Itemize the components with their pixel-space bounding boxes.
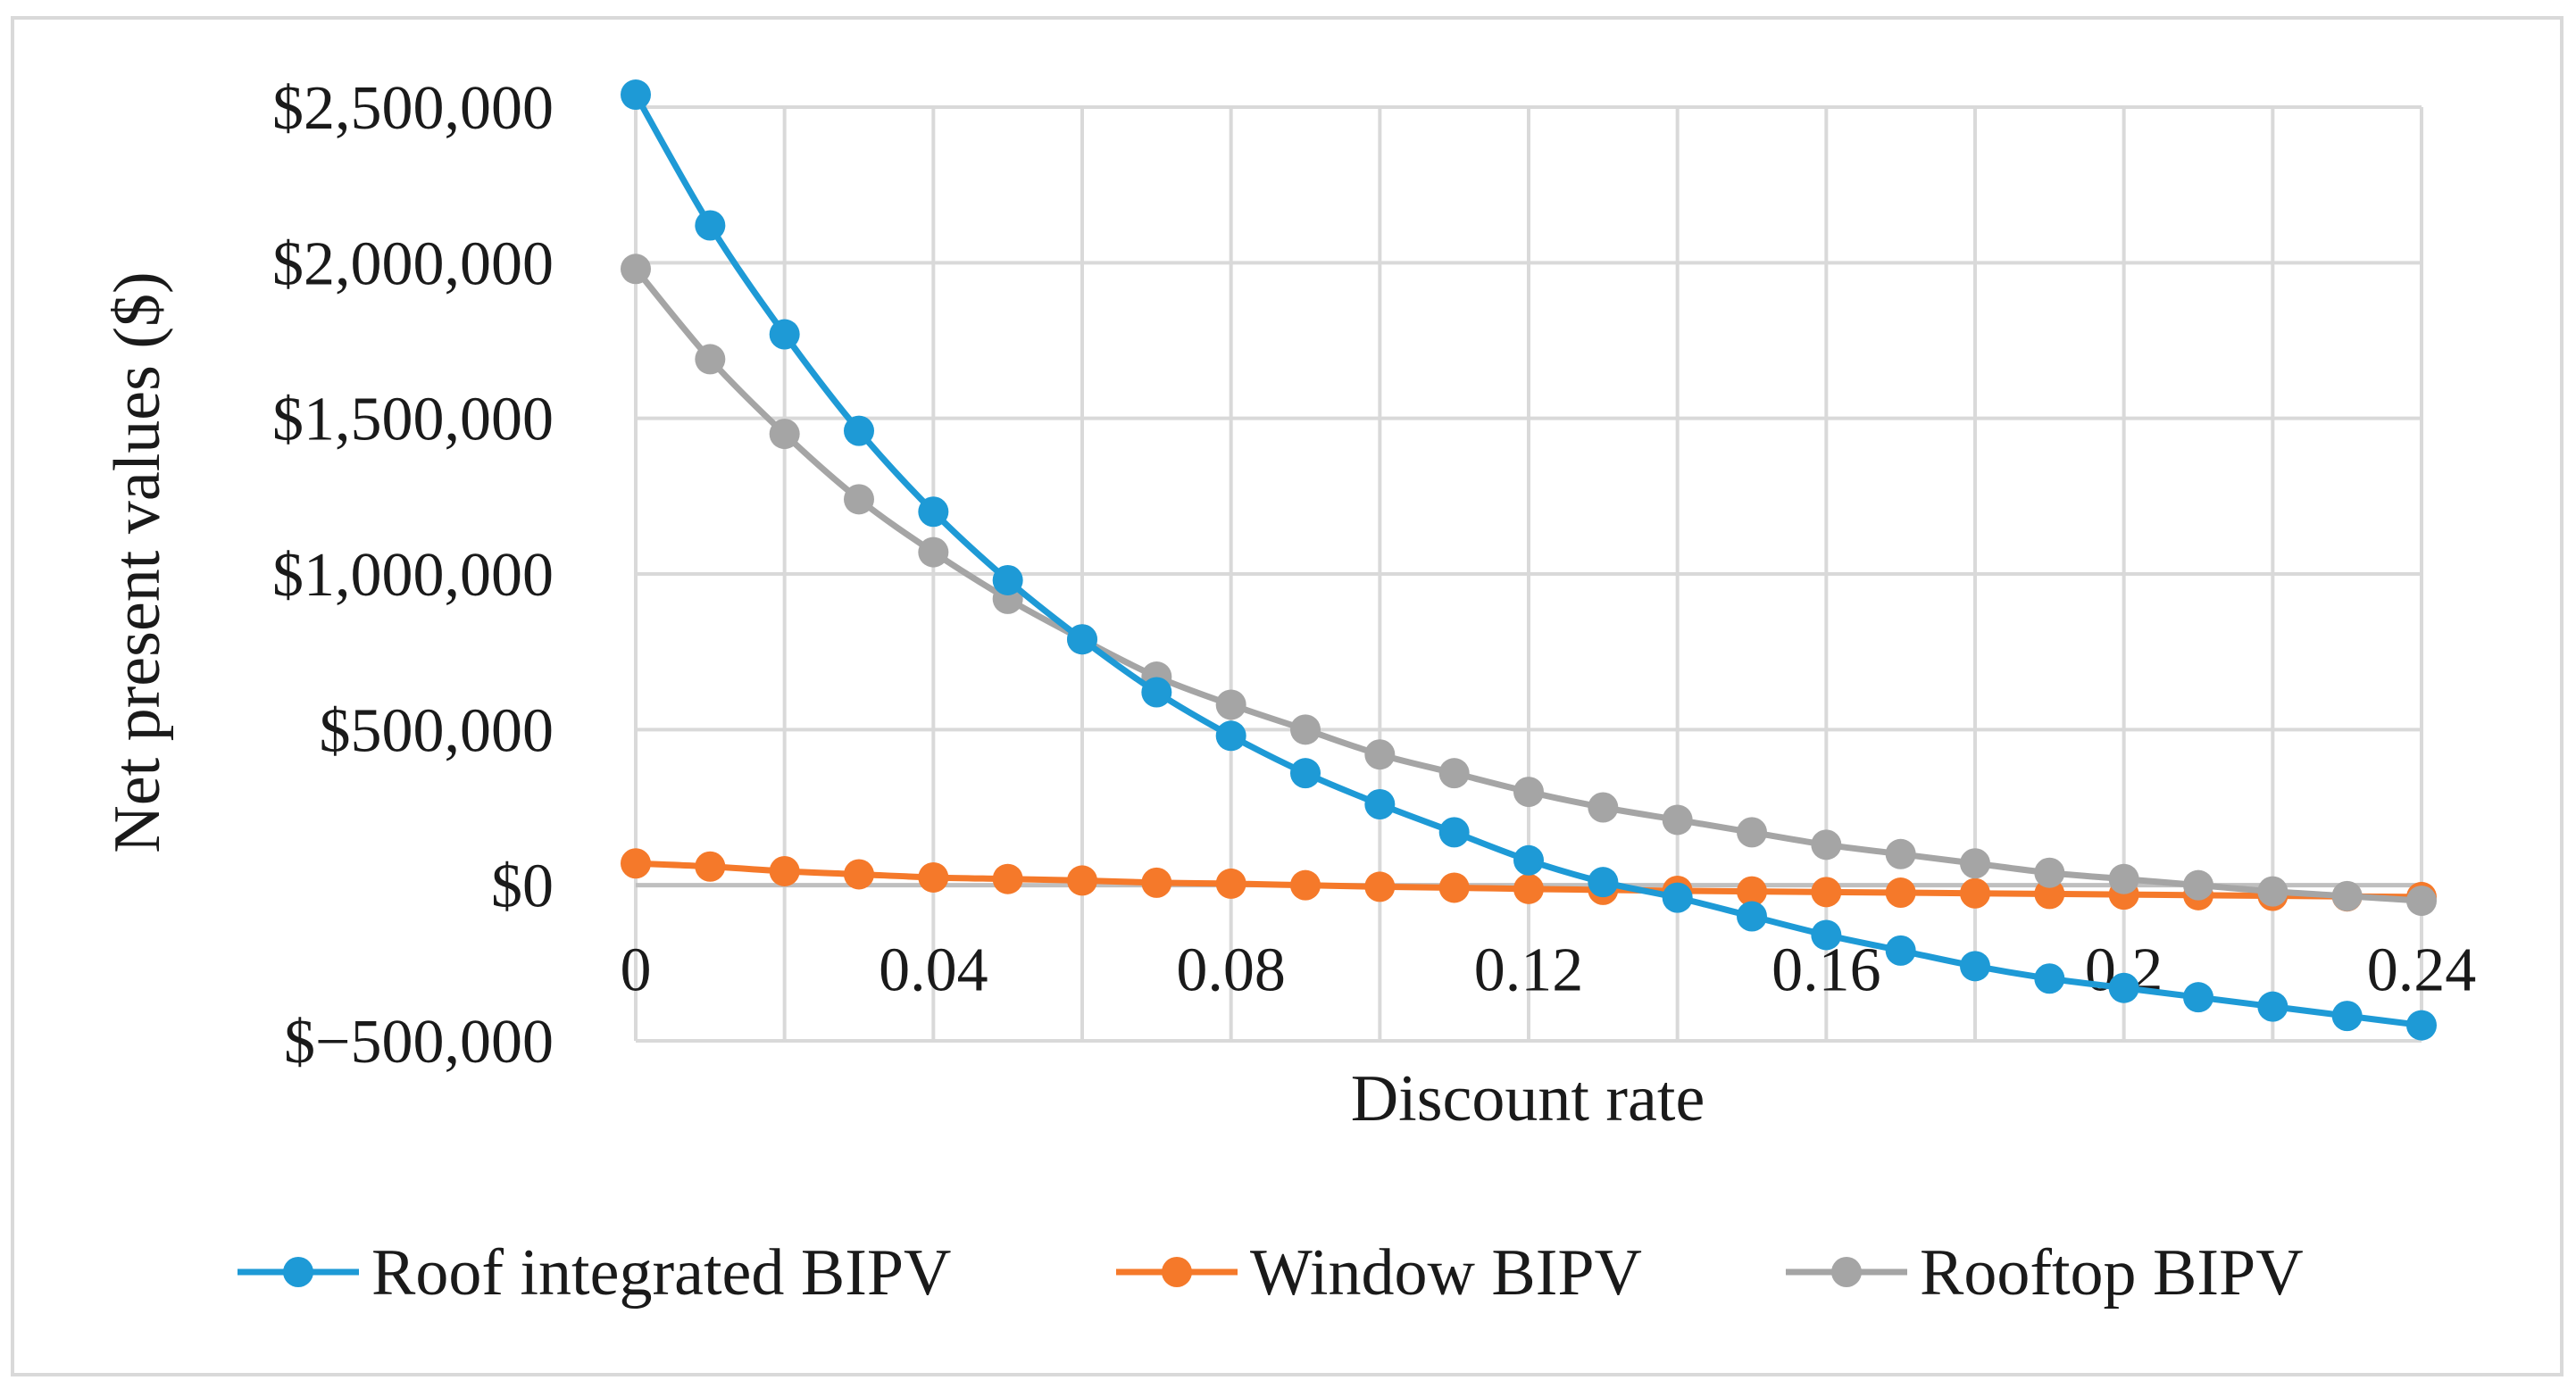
data-point (769, 319, 800, 350)
legend-item: Window BIPV (1116, 1236, 1642, 1310)
data-point (1438, 758, 1470, 789)
data-point (1215, 868, 1246, 899)
data-point (1960, 848, 1990, 879)
y-tick-label: $500,000 (320, 696, 554, 765)
data-point (1811, 877, 1842, 908)
data-point (1513, 873, 1544, 904)
data-point (769, 855, 800, 886)
data-point (1811, 919, 1842, 951)
data-point (2257, 876, 2288, 907)
x-axis-tick-labels: 0 0.04 0.08 0.12 0.16 0.2 0.24 (621, 936, 2477, 1005)
data-point (1885, 935, 1916, 966)
data-point (844, 415, 874, 446)
data-point (1662, 804, 1693, 836)
data-point (695, 344, 726, 375)
data-point (918, 536, 949, 568)
data-point (1737, 817, 1767, 848)
data-point (844, 859, 874, 890)
x-tick-label: 0.12 (1474, 936, 1584, 1005)
data-point (621, 254, 651, 285)
data-point (2257, 991, 2288, 1022)
data-point (2183, 869, 2213, 901)
y-tick-label: $0 (491, 852, 554, 921)
data-point (1885, 838, 1916, 869)
data-point (1364, 871, 1396, 902)
legend-item: Rooftop BIPV (1786, 1236, 2304, 1310)
legend-marker (1831, 1257, 1862, 1287)
y-tick-label: $1,000,000 (272, 541, 554, 610)
y-tick-label: $2,500,000 (272, 74, 554, 143)
data-point (1811, 829, 1842, 861)
data-point (2183, 982, 2213, 1013)
x-tick-label: 0.08 (1176, 936, 1286, 1005)
data-point (992, 564, 1023, 595)
legend-label: Window BIPV (1250, 1236, 1642, 1310)
data-point (918, 496, 949, 528)
data-point (1513, 777, 1544, 808)
data-point (844, 484, 874, 515)
data-point (918, 861, 949, 893)
data-point (992, 863, 1023, 894)
y-tick-label: $2,000,000 (272, 229, 554, 298)
x-tick-label: 0.04 (879, 936, 988, 1005)
y-axis-tick-labels: $2,500,000 $2,000,000 $1,500,000 $1,000,000… (272, 74, 554, 1077)
data-point (1364, 789, 1396, 820)
data-point (2406, 886, 2437, 917)
data-point (2108, 972, 2139, 1003)
data-point (769, 419, 800, 450)
data-point (1588, 792, 1619, 823)
legend-marker (1162, 1257, 1192, 1287)
legend-label: Rooftop BIPV (1920, 1236, 2304, 1310)
data-point (2331, 1001, 2363, 1032)
y-axis-title: Net present values ($) (101, 271, 174, 852)
data-point (1513, 844, 1544, 876)
data-point (695, 210, 726, 241)
x-axis-title: Discount rate (1351, 1062, 1705, 1135)
legend-label: Roof integrated BIPV (371, 1236, 951, 1310)
data-point (621, 848, 651, 879)
data-point (1141, 867, 1172, 898)
data-point (2331, 880, 2363, 911)
data-point (1885, 877, 1916, 909)
data-point (1290, 714, 1321, 745)
data-point (1290, 758, 1321, 789)
series-group (621, 79, 2437, 1041)
data-point (1960, 951, 1990, 982)
x-tick-label: 0 (621, 936, 652, 1005)
y-tick-label: $1,500,000 (272, 386, 554, 454)
data-point (2406, 1010, 2437, 1041)
data-point (1662, 882, 1693, 913)
data-point (1215, 689, 1246, 720)
data-point (695, 851, 726, 882)
data-point (1290, 869, 1321, 901)
data-point (1588, 867, 1619, 898)
data-point (621, 79, 651, 111)
data-point (2034, 963, 2065, 994)
data-point (1737, 901, 1767, 932)
data-point (1141, 677, 1172, 708)
data-point (1364, 739, 1396, 770)
data-point (2034, 878, 2065, 910)
data-point (1737, 876, 1767, 907)
data-point (1067, 865, 1097, 896)
legend-marker (283, 1257, 313, 1287)
legend: Roof integrated BIPV Window BIPV Rooftop B… (238, 1236, 2304, 1310)
data-point (1438, 817, 1470, 848)
y-tick-label: $−500,000 (284, 1008, 554, 1077)
legend-item: Roof integrated BIPV (238, 1236, 951, 1310)
data-point (1067, 624, 1097, 655)
chart-border (11, 16, 2563, 1376)
data-point (1438, 872, 1470, 903)
data-point (1960, 877, 1990, 909)
x-tick-label: 0.24 (2367, 936, 2477, 1005)
data-point (2108, 863, 2139, 894)
series-roof-integrated-bipv (621, 79, 2437, 1041)
data-point (2034, 857, 2065, 888)
data-point (1215, 720, 1246, 752)
